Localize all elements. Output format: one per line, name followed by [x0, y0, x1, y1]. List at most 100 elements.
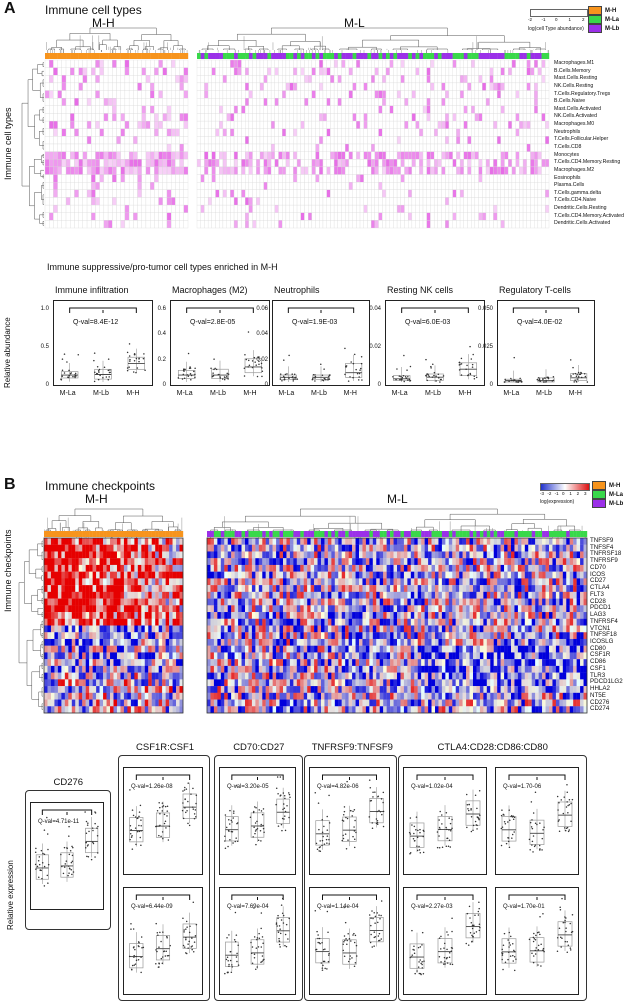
heatmap-cell — [342, 182, 346, 190]
heatmap-cell — [138, 686, 142, 693]
data-point — [183, 370, 185, 372]
data-point — [188, 375, 190, 377]
heatmap-cell — [430, 121, 434, 129]
heatmap-cell — [442, 113, 446, 121]
heatmap-cell — [79, 538, 83, 545]
heatmap-cell — [45, 182, 49, 190]
heatmap-cell — [334, 159, 338, 167]
heatmap-cell — [112, 129, 116, 137]
heatmap-cell — [120, 679, 124, 686]
heatmap-cell — [150, 220, 154, 228]
heatmap-cell — [371, 159, 375, 167]
heatmap-cell — [342, 106, 346, 114]
heatmap-cell — [464, 167, 468, 175]
heatmap-cell — [367, 220, 371, 228]
heatmap-cell — [208, 106, 212, 114]
heatmap-cell — [127, 659, 131, 666]
data-point — [587, 381, 589, 383]
data-point — [403, 375, 405, 377]
heatmap-cell — [286, 152, 290, 160]
heatmap-cell — [216, 205, 220, 213]
heatmap-cell — [308, 182, 312, 190]
heatmap-cell — [505, 159, 509, 167]
heatmap-cell — [212, 75, 216, 83]
heatmap-cell — [89, 632, 93, 639]
heatmap-cell — [112, 159, 116, 167]
heatmap-cell — [304, 83, 308, 91]
heatmap-cell — [91, 75, 95, 83]
heatmap-cell — [142, 144, 146, 152]
significance-bracket — [402, 308, 469, 313]
heatmap-cell — [464, 106, 468, 114]
y-tick-label: 0.4 — [144, 331, 166, 337]
heatmap-cell — [527, 106, 531, 114]
heatmap-cell — [127, 693, 131, 700]
heatmap-cell — [519, 167, 523, 175]
heatmap-cell — [141, 646, 145, 653]
heatmap-cell — [124, 572, 128, 579]
heatmap-cell — [167, 213, 171, 221]
heatmap-cell — [342, 129, 346, 137]
heatmap-cell — [282, 113, 286, 121]
heatmap-cell — [412, 106, 416, 114]
data-point — [129, 355, 131, 357]
heatmap-cell — [490, 220, 494, 228]
heatmap-cell — [91, 91, 95, 99]
heatmap-cell — [184, 91, 188, 99]
heatmap-cell — [245, 144, 249, 152]
heatmap-cell — [112, 113, 116, 121]
heatmap-cell — [58, 197, 62, 205]
heatmap-cell — [142, 205, 146, 213]
heatmap-cell — [58, 551, 62, 558]
heatmap-cell — [419, 121, 423, 129]
heatmap-cell — [112, 68, 116, 76]
heatmap-cell — [279, 129, 283, 137]
dendrogram-branch — [33, 69, 41, 90]
heatmap-cell — [275, 113, 279, 121]
heatmap-cell — [62, 152, 66, 160]
data-point — [228, 373, 230, 375]
heatmap-cell — [103, 693, 107, 700]
heatmap-cell — [304, 220, 308, 228]
heatmap-cell — [312, 152, 316, 160]
heatmap-cell — [180, 121, 184, 129]
heatmap-cell — [68, 585, 72, 592]
heatmap-cell — [512, 197, 516, 205]
heatmap-cell — [442, 197, 446, 205]
heatmap-cell — [327, 60, 331, 68]
heatmap-cell — [51, 619, 55, 626]
annotation-cell — [219, 53, 223, 59]
heatmap-cell — [175, 68, 179, 76]
heatmap-cell — [162, 619, 166, 626]
heatmap-cell — [390, 159, 394, 167]
heatmap-cell — [430, 83, 434, 91]
heatmap-cell — [162, 659, 166, 666]
x-tick-label: M-H — [569, 390, 582, 397]
heatmap-cell — [393, 136, 397, 144]
heatmap-cell — [75, 585, 79, 592]
heatmap-cell — [58, 121, 62, 129]
heatmap-cell — [216, 129, 220, 137]
heatmap-cell — [267, 167, 271, 175]
heatmap-cell — [545, 106, 549, 114]
heatmap-cell — [282, 190, 286, 198]
heatmap-cell — [316, 182, 320, 190]
heatmap-cell — [208, 98, 212, 106]
heatmap-cell — [260, 144, 264, 152]
heatmap-cell — [493, 167, 497, 175]
heatmap-cell — [171, 60, 175, 68]
heatmap-cell — [397, 220, 401, 228]
heatmap-cell — [184, 68, 188, 76]
heatmap-cell — [141, 639, 145, 646]
heatmap-cell — [464, 121, 468, 129]
heatmap-cell — [297, 220, 301, 228]
heatmap-cell — [114, 673, 118, 680]
heatmap-cell — [316, 98, 320, 106]
heatmap-cell — [159, 659, 163, 666]
heatmap-cell — [131, 592, 135, 599]
heatmap-cell — [249, 152, 253, 160]
heatmap-cell — [279, 197, 283, 205]
heatmap-cell — [286, 167, 290, 175]
heatmap-cell — [482, 182, 486, 190]
heatmap-cell — [166, 592, 170, 599]
